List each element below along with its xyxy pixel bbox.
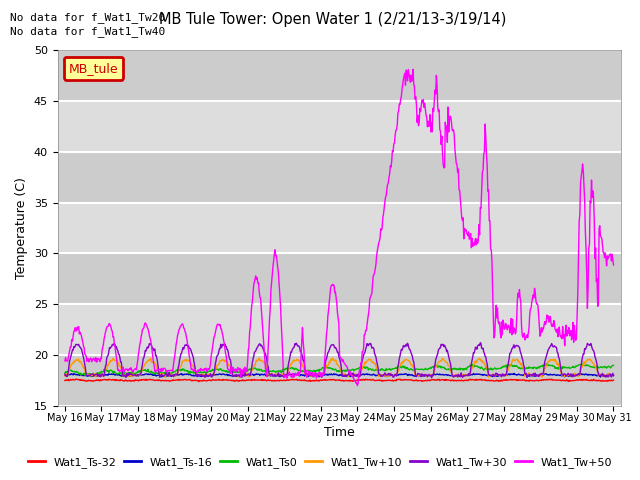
Bar [58, 152, 621, 203]
Bar [58, 253, 621, 304]
Text: No data for f_Wat1_Tw20: No data for f_Wat1_Tw20 [10, 12, 165, 23]
Bar [58, 304, 621, 355]
Y-axis label: Temperature (C): Temperature (C) [15, 177, 28, 279]
X-axis label: Time: Time [324, 426, 355, 439]
Bar [58, 203, 621, 253]
Legend: Wat1_Ts-32, Wat1_Ts-16, Wat1_Ts0, Wat1_Tw+10, Wat1_Tw+30, Wat1_Tw+50: Wat1_Ts-32, Wat1_Ts-16, Wat1_Ts0, Wat1_T… [24, 452, 616, 472]
Bar [58, 355, 621, 406]
Text: No data for f_Wat1_Tw40: No data for f_Wat1_Tw40 [10, 26, 165, 37]
Text: MB Tule Tower: Open Water 1 (2/21/13-3/19/14): MB Tule Tower: Open Water 1 (2/21/13-3/1… [159, 12, 506, 27]
Legend: MB_tule: MB_tule [64, 57, 124, 80]
Bar [58, 101, 621, 152]
Bar [58, 50, 621, 101]
